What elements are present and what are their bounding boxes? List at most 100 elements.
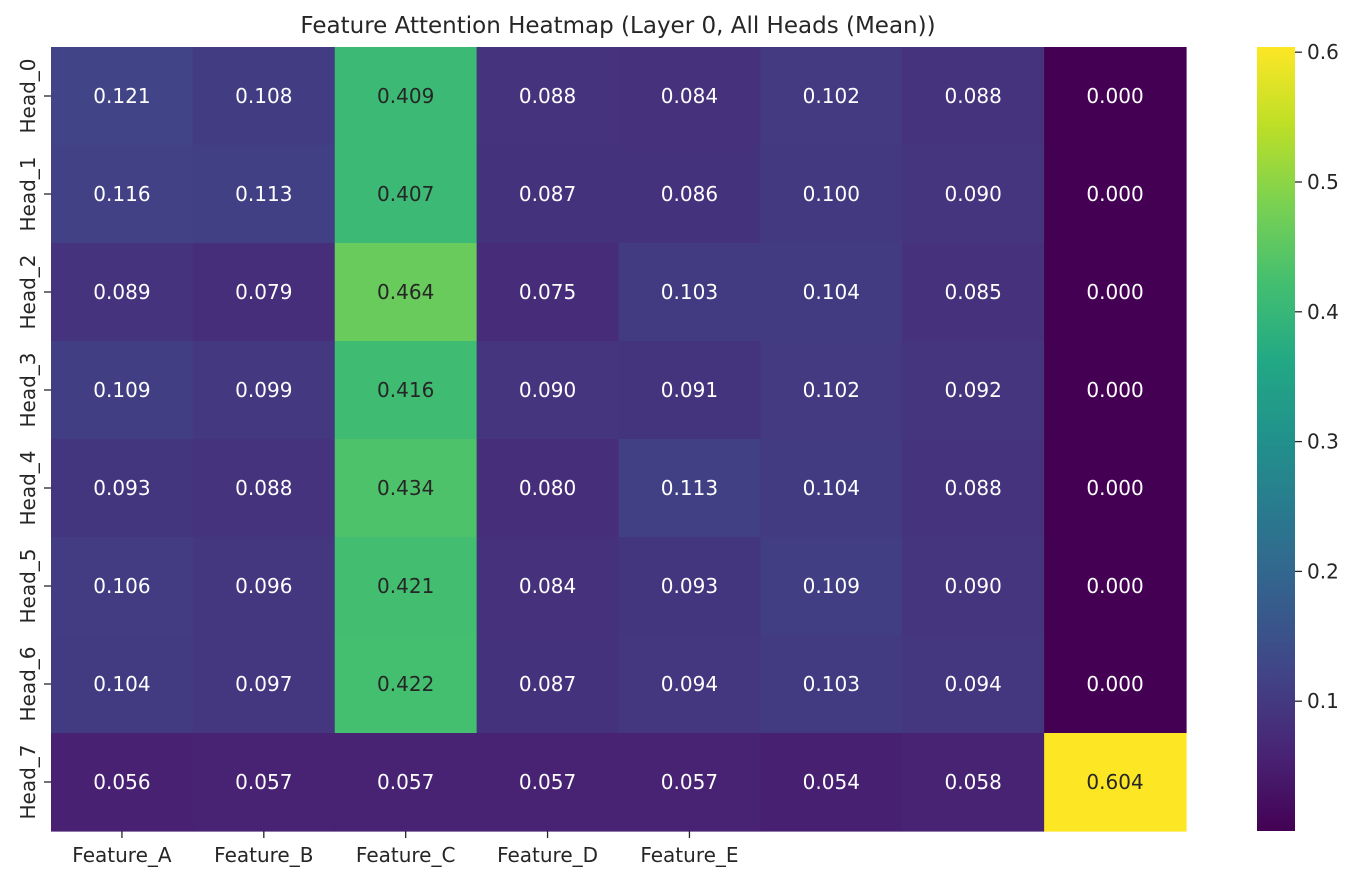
heatmap-cell-value: 0.075 (519, 280, 576, 304)
heatmap-cell-value: 0.087 (519, 182, 576, 206)
heatmap-cells (51, 47, 1187, 832)
heatmap-cell-value: 0.434 (377, 476, 434, 500)
heatmap-cell (902, 341, 1045, 440)
heatmap-cell (476, 47, 620, 146)
heatmap-cell-value: 0.113 (661, 476, 718, 500)
heatmap-cell-value: 0.604 (1086, 770, 1143, 794)
heatmap-cell-value: 0.102 (803, 84, 860, 108)
heatmap-cell (51, 243, 194, 342)
heatmap-cell (192, 733, 336, 832)
heatmap-cell-value: 0.000 (1086, 476, 1143, 500)
heatmap-cell-value: 0.104 (803, 280, 860, 304)
colorbar-tick-label: 0.3 (1307, 430, 1339, 454)
heatmap-cell-value: 0.056 (93, 770, 150, 794)
heatmap-cell-value: 0.104 (803, 476, 860, 500)
heatmap-cell-value: 0.000 (1086, 84, 1143, 108)
heatmap-cell (618, 243, 761, 342)
heatmap-cell-value: 0.407 (377, 182, 434, 206)
heatmap-cell-value: 0.416 (377, 378, 434, 402)
heatmap-cell (476, 537, 620, 636)
heatmap-cell-value: 0.088 (945, 84, 1002, 108)
heatmap-cell (902, 145, 1045, 244)
heatmap-cell (334, 537, 478, 636)
heatmap-cell (1044, 439, 1187, 538)
heatmap-cell-value: 0.422 (377, 672, 434, 696)
heatmap-cell (618, 635, 761, 734)
heatmap-cell (618, 537, 761, 636)
heatmap-cell (760, 47, 903, 146)
heatmap-cell-value: 0.090 (945, 574, 1002, 598)
heatmap-cell (192, 145, 336, 244)
x-tick-label: Feature_A (72, 843, 172, 867)
heatmap-cell (51, 733, 194, 832)
heatmap-cell-value: 0.096 (235, 574, 292, 598)
heatmap-cell-value: 0.000 (1086, 378, 1143, 402)
heatmap-cell (192, 243, 336, 342)
heatmap-cell (760, 537, 903, 636)
heatmap-cell-value: 0.090 (945, 182, 1002, 206)
colorbar-tick-label: 0.4 (1307, 300, 1339, 324)
heatmap-cell (1044, 733, 1187, 832)
heatmap-cell-value: 0.093 (661, 574, 718, 598)
heatmap-cell (760, 341, 903, 440)
heatmap-cell-value: 0.103 (803, 672, 860, 696)
x-tick-label: Feature_D (497, 843, 598, 867)
heatmap-cell (760, 145, 903, 244)
heatmap-cell-value: 0.000 (1086, 280, 1143, 304)
heatmap-cell-value: 0.103 (661, 280, 718, 304)
heatmap-cell-value: 0.094 (661, 672, 718, 696)
heatmap-cell (476, 341, 620, 440)
x-tick-label: Feature_C (356, 843, 456, 867)
heatmap-cell-value: 0.102 (803, 378, 860, 402)
heatmap-cell (1044, 537, 1187, 636)
y-tick-label: Head_6 (16, 646, 40, 721)
heatmap-cell (51, 145, 194, 244)
heatmap-cell (902, 439, 1045, 538)
y-tick-label: Head_5 (16, 548, 40, 623)
heatmap-cell (334, 47, 478, 146)
heatmap-cell-value: 0.000 (1086, 672, 1143, 696)
colorbar-tick-label: 0.2 (1307, 559, 1339, 583)
heatmap-cell (334, 243, 478, 342)
heatmap-cell (476, 635, 620, 734)
heatmap-cell-value: 0.057 (377, 770, 434, 794)
heatmap-cell-value: 0.091 (661, 378, 718, 402)
heatmap-cell (51, 341, 194, 440)
heatmap-cell-value: 0.057 (235, 770, 292, 794)
x-tick-label: Feature_B (214, 843, 313, 867)
heatmap-cell (1044, 145, 1187, 244)
heatmap-cell-labels: 0.121 0.108 0.409 0.088 0.084 0.102 0.088 0.000… (93, 84, 1143, 794)
heatmap-cell (618, 733, 761, 832)
heatmap-cell-value: 0.088 (519, 84, 576, 108)
heatmap-cell (192, 341, 336, 440)
heatmap-cell-value: 0.084 (519, 574, 576, 598)
heatmap-cell (618, 341, 761, 440)
heatmap-cell-value: 0.080 (519, 476, 576, 500)
heatmap-cell (1044, 243, 1187, 342)
heatmap-cell (476, 243, 620, 342)
heatmap-cell-value: 0.113 (235, 182, 292, 206)
heatmap-cell (618, 145, 761, 244)
heatmap-cell-value: 0.086 (661, 182, 718, 206)
heatmap-cell-value: 0.085 (945, 280, 1002, 304)
heatmap-cell (760, 243, 903, 342)
heatmap-cell-value: 0.000 (1086, 182, 1143, 206)
heatmap-cell-value: 0.106 (93, 574, 150, 598)
heatmap-cell (51, 635, 194, 734)
x-tick-label: Feature_E (640, 843, 738, 867)
heatmap-cell (51, 537, 194, 636)
heatmap-cell-value: 0.099 (235, 378, 292, 402)
heatmap-cell (618, 439, 761, 538)
heatmap-cell (476, 145, 620, 244)
heatmap-cell-value: 0.093 (93, 476, 150, 500)
y-tick-label: Head_1 (16, 156, 40, 231)
heatmap-cell-value: 0.109 (803, 574, 860, 598)
heatmap-cell-value: 0.092 (945, 378, 1002, 402)
heatmap-cell (334, 635, 478, 734)
chart-title: Feature Attention Heatmap (Layer 0, All … (300, 13, 935, 39)
heatmap-cell-value: 0.057 (661, 770, 718, 794)
heatmap-cell-value: 0.057 (519, 770, 576, 794)
heatmap-cell (1044, 341, 1187, 440)
heatmap-cell-value: 0.088 (235, 476, 292, 500)
